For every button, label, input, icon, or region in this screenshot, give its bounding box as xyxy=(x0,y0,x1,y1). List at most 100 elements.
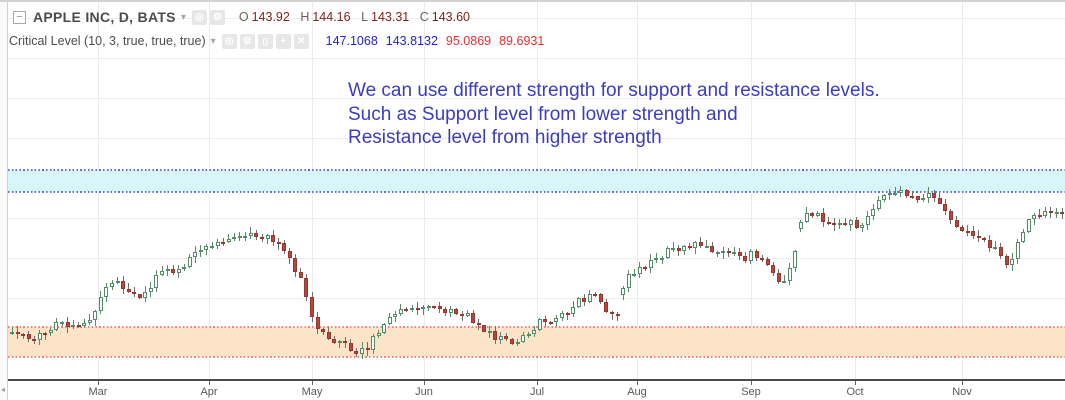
time-axis-tick xyxy=(209,381,210,385)
time-axis[interactable]: Mar Apr May Jun Jul Aug Sep Oct Nov xyxy=(8,379,1065,400)
candle xyxy=(187,257,192,268)
indicator-legend-row: Critical Level (10, 3, true, true, true)… xyxy=(9,32,552,50)
candle xyxy=(737,251,742,256)
candle xyxy=(354,350,359,354)
candle xyxy=(937,197,942,204)
candle xyxy=(304,277,309,298)
candle xyxy=(976,235,981,239)
support-zone xyxy=(8,327,1065,357)
candle xyxy=(682,245,687,252)
candle xyxy=(21,333,26,336)
candle-wick xyxy=(1039,209,1041,219)
time-axis-label: Jul xyxy=(529,386,545,398)
candle xyxy=(15,331,20,334)
resistance-value-2: 143.8132 xyxy=(385,34,438,48)
candle xyxy=(443,309,448,313)
candle xyxy=(571,306,576,315)
indicator-settings-button[interactable]: ⚙ xyxy=(239,33,255,49)
candle xyxy=(515,341,520,344)
axis-left-arrow-icon[interactable]: ◂ xyxy=(1,385,6,394)
candle xyxy=(898,190,903,193)
candle xyxy=(671,247,676,250)
candle xyxy=(998,247,1003,256)
time-axis-label: Apr xyxy=(200,386,218,398)
candle xyxy=(804,212,809,222)
indicator-add-button[interactable]: + xyxy=(275,33,291,49)
candle-wick xyxy=(228,234,230,244)
horizontal-gridline xyxy=(8,18,1065,19)
candle xyxy=(65,322,70,328)
candle xyxy=(198,250,203,253)
candle xyxy=(382,323,387,334)
hide-symbol-button[interactable]: ◎ xyxy=(191,9,207,25)
gear-icon: ⚙ xyxy=(242,35,252,47)
support-value-1: 95.0869 xyxy=(445,34,492,48)
candle xyxy=(687,245,692,249)
horizontal-gridline xyxy=(8,138,1065,139)
chevron-down-icon[interactable]: ▾ xyxy=(180,11,186,23)
indicator-remove-button[interactable]: ✕ xyxy=(293,33,309,49)
candle xyxy=(1015,241,1020,259)
candle xyxy=(776,273,781,282)
candle xyxy=(510,338,515,344)
candle xyxy=(826,221,831,224)
candle xyxy=(537,319,542,330)
candle xyxy=(982,238,987,241)
close-value: 143.60 xyxy=(431,10,470,24)
indicator-title[interactable]: Critical Level (10, 3, true, true, true) xyxy=(9,34,206,48)
candle-wick xyxy=(339,339,341,348)
candle xyxy=(115,281,120,284)
time-axis-label: Mar xyxy=(88,386,108,398)
candle xyxy=(532,329,537,334)
candle xyxy=(587,293,592,303)
candle xyxy=(876,200,881,209)
gear-icon: ⚙ xyxy=(212,11,222,23)
candle xyxy=(643,266,648,269)
plus-icon: + xyxy=(280,35,287,47)
candle xyxy=(360,347,365,354)
candle xyxy=(893,192,898,195)
candle xyxy=(965,230,970,233)
candle xyxy=(32,339,37,342)
candle xyxy=(1032,214,1037,220)
symbol-settings-button[interactable]: ⚙ xyxy=(209,9,225,25)
candle xyxy=(148,287,153,293)
resistance-zone xyxy=(8,170,1065,192)
candle-wick xyxy=(894,187,896,197)
candle xyxy=(760,258,765,261)
candle xyxy=(576,298,581,307)
close-icon: ✕ xyxy=(296,35,306,47)
candle xyxy=(226,238,231,242)
candle xyxy=(932,193,937,198)
annotation-line: Resistance level from higher strength xyxy=(348,127,662,148)
chart-plot-area[interactable] xyxy=(8,2,1065,379)
open-value: 143.92 xyxy=(251,10,290,24)
candle xyxy=(560,312,565,318)
candle-wick xyxy=(617,312,619,322)
candle xyxy=(676,247,681,252)
candle xyxy=(787,268,792,281)
hide-indicator-button[interactable]: ◎ xyxy=(221,33,237,49)
window-top-border xyxy=(0,0,1065,2)
time-axis-tick xyxy=(98,381,99,385)
candle xyxy=(598,294,603,302)
candle xyxy=(82,323,87,327)
chevron-down-icon[interactable]: ▾ xyxy=(210,35,216,47)
annotation-text[interactable]: We can use different strength for suppor… xyxy=(348,79,880,150)
time-axis-tick xyxy=(424,381,425,385)
candle xyxy=(987,240,992,249)
candle xyxy=(221,241,226,244)
candle xyxy=(265,234,270,239)
candle xyxy=(798,221,803,229)
candle xyxy=(165,269,170,272)
candle xyxy=(98,296,103,312)
time-axis-tick xyxy=(537,381,538,385)
candle xyxy=(298,272,303,278)
candle xyxy=(437,306,442,310)
collapse-legend-button[interactable]: − xyxy=(13,10,26,24)
candle xyxy=(293,257,298,273)
eye-icon: ◎ xyxy=(194,11,204,23)
candle-wick xyxy=(211,241,213,249)
symbol-title[interactable]: APPLE INC, D, BATS xyxy=(33,9,176,25)
indicator-source-button[interactable]: {} xyxy=(257,33,273,49)
